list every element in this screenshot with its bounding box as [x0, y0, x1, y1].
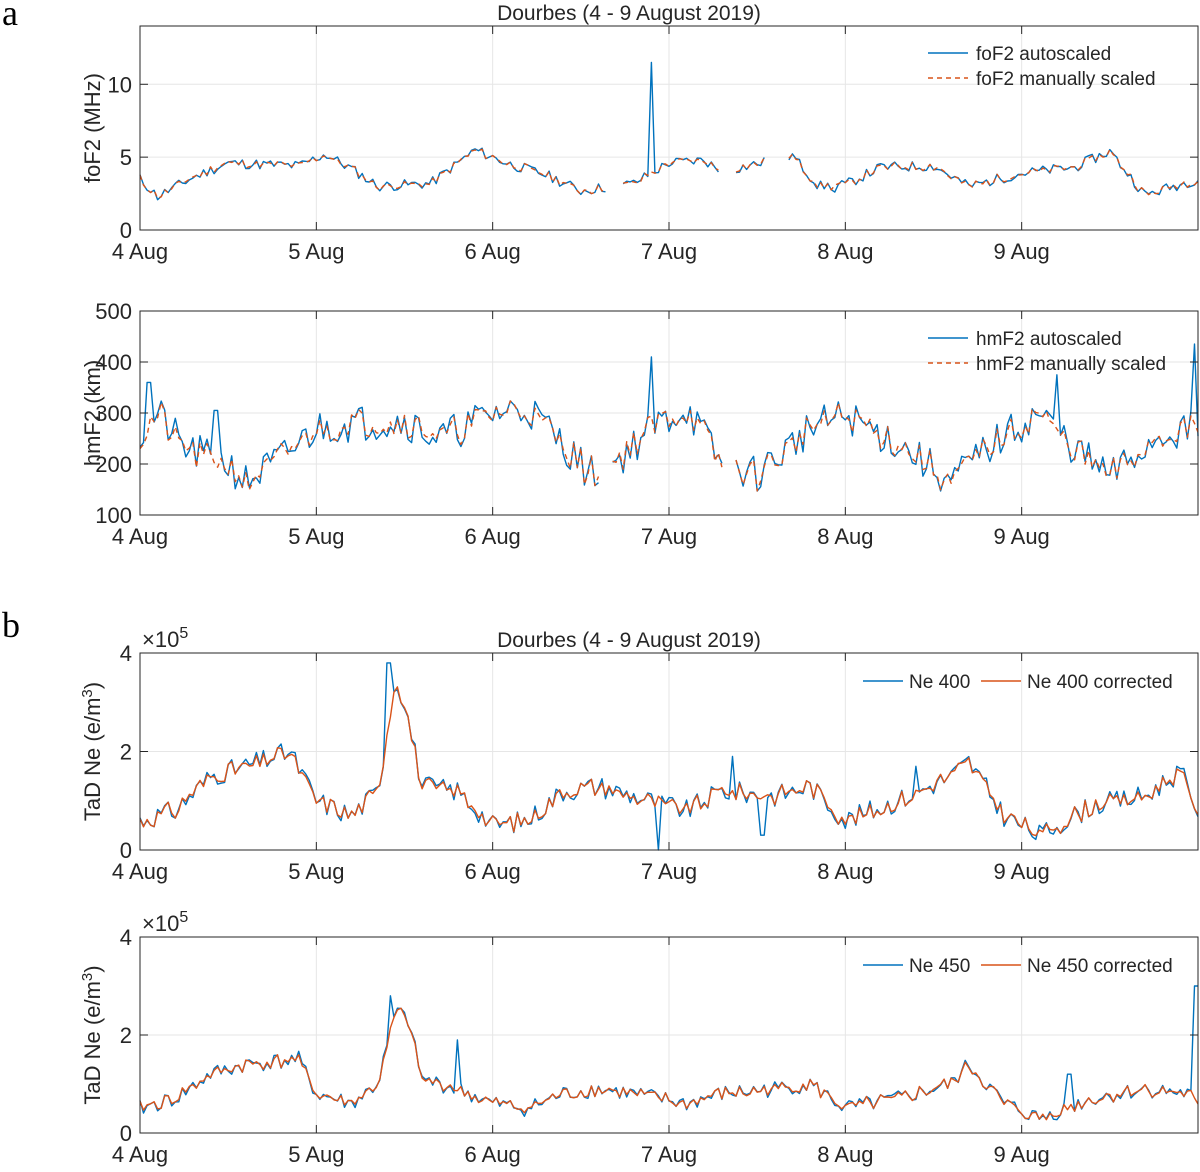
x-tick-label: 6 Aug [465, 239, 521, 264]
y-tick-label: 200 [95, 452, 132, 477]
chart-ne450: 4 Aug 5 Aug 6 Aug 7 Aug 8 Aug 9 Aug 0 2 4 ×105 TaD… [79, 909, 1199, 1167]
x-tick-label: 7 Aug [641, 859, 697, 884]
x-tick-label: 4 Aug [112, 1142, 168, 1167]
series-line [139, 686, 1199, 837]
y-tick-label: 0 [120, 1121, 132, 1146]
x-tick-label: 7 Aug [641, 1142, 697, 1167]
y-axis-label: hmF2 (km) [80, 360, 105, 466]
legend-label: Ne 450 [909, 956, 970, 977]
x-tick-label: 9 Aug [994, 1142, 1050, 1167]
y-axis-label: TaD Ne (e/m3) [79, 682, 105, 821]
y-tick-label: 100 [95, 503, 132, 528]
y-exponent-label: ×105 [142, 909, 188, 936]
x-tick-label: 9 Aug [994, 239, 1050, 264]
x-tick-label: 8 Aug [817, 859, 873, 884]
x-tick-label: 6 Aug [465, 1142, 521, 1167]
x-tick-label: 5 Aug [288, 859, 344, 884]
panel-letter-a: a [2, 0, 18, 33]
x-tick-label: 8 Aug [817, 239, 873, 264]
series-line [139, 61, 1199, 201]
x-tick-label: 5 Aug [288, 1142, 344, 1167]
y-tick-label: 300 [95, 401, 132, 426]
series-line [139, 148, 1199, 200]
chart-hmf2: 4 Aug 5 Aug 6 Aug 7 Aug 8 Aug 9 Aug 100 200 300 4… [80, 299, 1199, 549]
x-tick-label: 4 Aug [112, 524, 168, 549]
legend: hmF2 autoscaled hmF2 manually scaled [928, 329, 1166, 375]
y-tick-label: 4 [120, 641, 132, 666]
x-tick-label: 6 Aug [465, 859, 521, 884]
legend-label: foF2 manually scaled [976, 69, 1156, 90]
y-tick-label: 2 [120, 1023, 132, 1048]
x-tick-label: 9 Aug [994, 859, 1050, 884]
legend: foF2 autoscaled foF2 manually scaled [928, 44, 1156, 90]
legend-label: Ne 450 corrected [1027, 956, 1173, 977]
x-tick-label: 6 Aug [465, 524, 521, 549]
y-axis-label: TaD Ne (e/m3) [79, 965, 105, 1104]
y-tick-label: 5 [120, 145, 132, 170]
y-tick-label: 400 [95, 350, 132, 375]
x-tick-label: 7 Aug [641, 239, 697, 264]
legend-label: Ne 400 corrected [1027, 672, 1173, 693]
legend: Ne 400 Ne 400 corrected [863, 672, 1173, 693]
legend-label: foF2 autoscaled [976, 44, 1111, 65]
legend: Ne 450 Ne 450 corrected [863, 956, 1173, 977]
legend-label: hmF2 manually scaled [976, 354, 1166, 375]
y-tick-label: 500 [95, 299, 132, 324]
series-line [139, 400, 1199, 492]
x-tick-label: 9 Aug [994, 524, 1050, 549]
x-tick-label: 4 Aug [112, 239, 168, 264]
legend-label: Ne 400 [909, 672, 970, 693]
series-line [139, 1007, 1199, 1121]
y-tick-label: 0 [120, 838, 132, 863]
y-axis-label: foF2 (MHz) [80, 73, 105, 183]
chart-fof2: 4 Aug 5 Aug 6 Aug 7 Aug 8 Aug 9 Aug 0 5 10 Dourbe… [80, 2, 1199, 264]
x-tick-label: 7 Aug [641, 524, 697, 549]
chart-title: Dourbes (4 - 9 August 2019) [497, 2, 761, 25]
chart-ne400: 4 Aug 5 Aug 6 Aug 7 Aug 8 Aug 9 Aug 0 2 4 ×105 Dou… [79, 625, 1199, 884]
x-tick-label: 8 Aug [817, 1142, 873, 1167]
chart-title: Dourbes (4 - 9 August 2019) [497, 629, 761, 652]
x-tick-label: 5 Aug [288, 239, 344, 264]
y-tick-label: 2 [120, 740, 132, 765]
y-tick-label: 10 [108, 72, 132, 97]
y-exponent-label: ×105 [142, 625, 188, 652]
x-tick-label: 4 Aug [112, 859, 168, 884]
x-tick-label: 5 Aug [288, 524, 344, 549]
y-tick-label: 0 [120, 218, 132, 243]
y-tick-label: 4 [120, 925, 132, 950]
legend-label: hmF2 autoscaled [976, 329, 1122, 350]
x-tick-label: 8 Aug [817, 524, 873, 549]
panel-letter-b: b [2, 605, 20, 645]
